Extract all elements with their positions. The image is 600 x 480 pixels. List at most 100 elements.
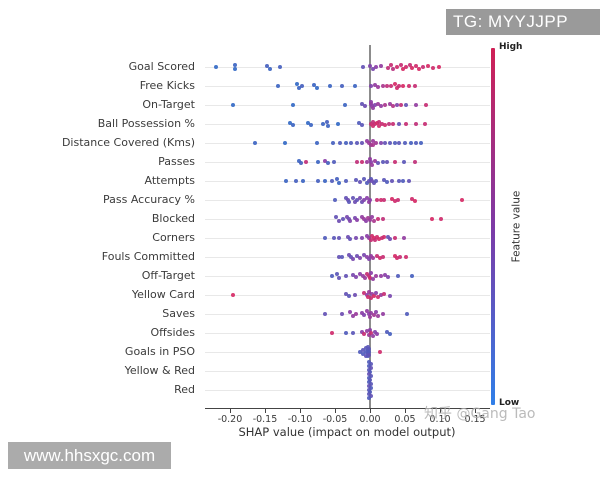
shap-dot [382,235,386,239]
shap-dot [350,273,355,277]
shap-dot [334,215,339,219]
shap-dot [370,334,375,338]
shap-dot [364,181,369,185]
shap-dot [368,394,373,398]
shap-dot [362,198,367,202]
shap-dot [288,121,293,125]
shap-dot [363,276,368,280]
shap-dot [372,122,377,126]
feature-label: Corners [152,231,195,244]
row-gridline [205,275,490,277]
shap-dot [380,255,385,259]
website-watermark-badge: www.hhsxgc.com [8,442,171,469]
feature-label: Ball Possession % [97,117,195,130]
feature-label: Free Kicks [139,79,195,92]
shap-dot [367,347,372,351]
shap-dot [368,238,373,242]
shap-dot [393,236,398,240]
shap-dot [393,82,398,86]
row-gridline [205,66,490,68]
shap-dot [335,122,340,126]
shap-dot [326,124,330,128]
shap-dot [370,163,375,167]
feature-label: Red [174,383,195,396]
shap-dot [374,179,379,183]
shap-dot [379,104,384,108]
shap-dot [297,86,302,90]
shap-dot [366,179,371,183]
shap-dot [355,254,360,258]
row-gridline [205,313,490,315]
shap-dot [359,160,364,164]
shap-dot [359,123,364,127]
shap-dot [383,103,388,107]
shap-dot [368,328,372,332]
shap-dot [363,354,368,358]
x-tick-mark [229,409,231,413]
shap-dot [363,346,368,350]
feature-label: Attempts [144,174,195,187]
shap-dot [343,141,348,145]
shap-dot [357,180,362,184]
shap-dot [403,141,407,145]
feature-label: Yellow & Red [124,364,195,377]
colorbar-low-label: Low [499,398,520,408]
shap-dot [324,120,329,124]
shap-dot [366,360,371,364]
shap-dot [368,374,373,378]
shap-dot [343,274,348,278]
shap-dot [323,312,328,316]
shap-dot [392,160,397,164]
shap-dot [394,103,399,107]
shap-dot [380,160,385,164]
shap-dot [406,84,411,88]
shap-dot [363,350,368,354]
shap-dot [404,255,409,259]
shap-dot [366,200,371,204]
colorbar-high-label: High [499,42,523,52]
shap-dot [372,238,377,242]
x-tick-mark [475,409,477,413]
shap-dot [355,218,360,222]
shap-dot [365,295,370,299]
shap-dot [400,179,405,183]
shap-dot [294,179,299,183]
shap-dot [372,159,377,163]
shap-dot [360,141,365,145]
shap-dot [389,63,393,67]
row-gridline [205,142,490,144]
feature-label: Passes [158,155,195,168]
shap-dot [370,215,375,219]
shap-dot [417,67,421,71]
x-tick-label: -0.15 [252,414,278,425]
shap-dot [290,103,295,107]
shap-dot [375,254,379,258]
shap-dot [366,312,371,316]
shap-dot [371,313,376,317]
shap-dot [404,103,409,107]
shap-dot [355,160,360,164]
shap-dot [373,310,378,314]
shap-dot [397,179,402,183]
shap-dot [392,199,397,203]
shap-dot [372,83,377,87]
shap-dot [368,366,373,370]
shap-dot [340,84,344,88]
shap-dot [367,350,372,354]
shap-dot [303,160,308,164]
shap-dot [374,65,379,69]
row-gridline [205,123,490,125]
shap-dot [387,102,392,106]
shap-dot [330,141,335,145]
feature-label: Goal Scored [128,60,195,73]
shap-dot [370,67,375,71]
shap-dot [376,217,381,221]
shap-dot [391,67,396,71]
shap-dot [322,236,327,240]
shap-dot [350,331,355,335]
shap-dot [352,293,357,297]
shap-dot [362,313,367,317]
shap-dot [358,196,363,200]
shap-dot [354,236,358,240]
shap-dot [410,274,414,278]
